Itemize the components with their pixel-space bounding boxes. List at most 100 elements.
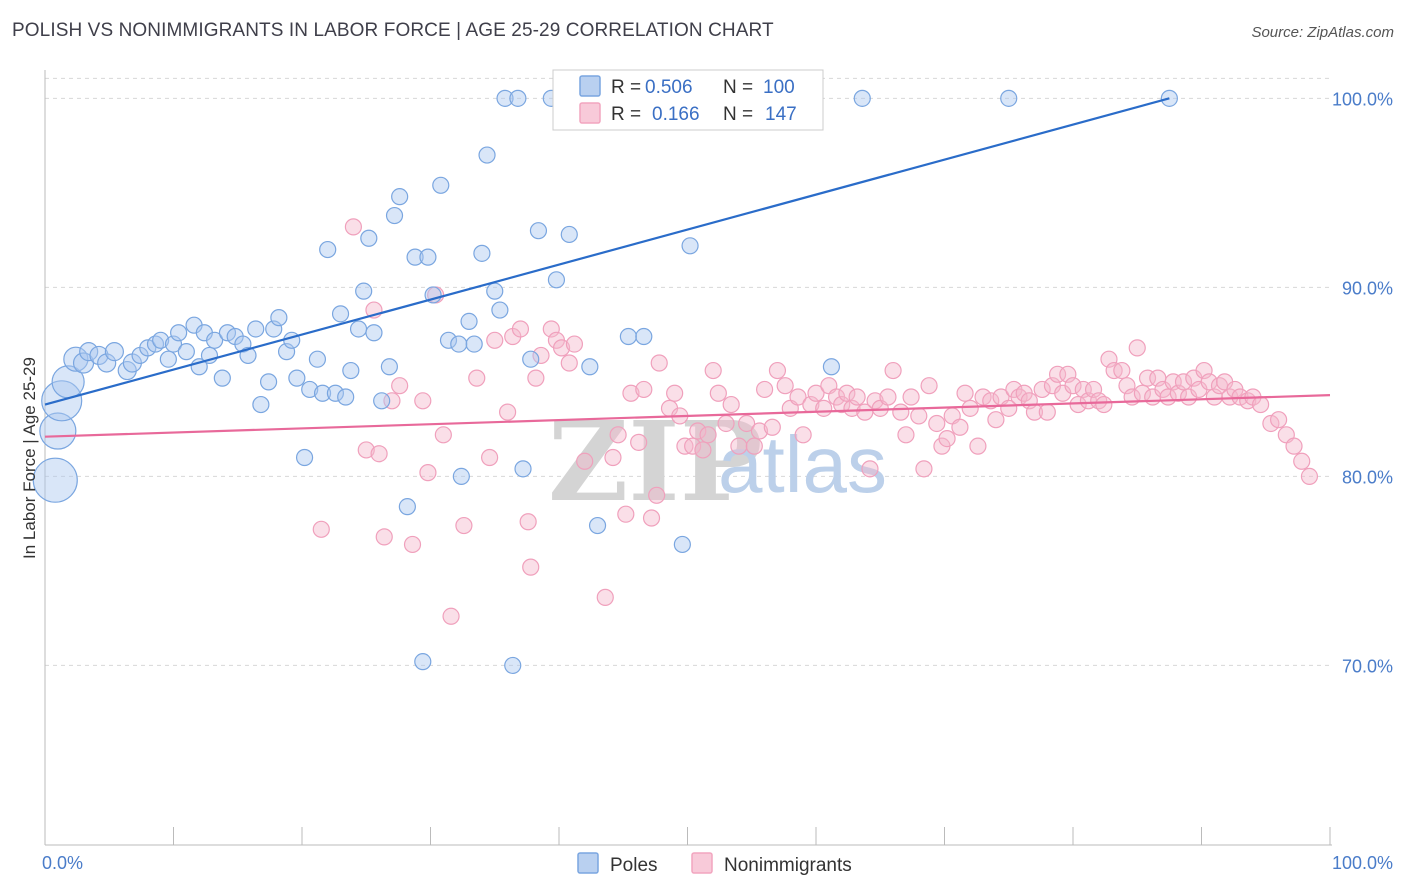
nonimmigrants-point <box>861 460 879 478</box>
nonimmigrants-point <box>442 607 460 625</box>
poles-point <box>681 237 699 255</box>
axes <box>44 70 1332 846</box>
nonimmigrants-point <box>1033 380 1051 399</box>
poles-point <box>514 460 532 478</box>
nonimmigrants-point <box>961 399 979 417</box>
legend-label-poles: Poles <box>610 855 658 876</box>
poles-point <box>419 248 437 266</box>
nonimmigrants-point <box>722 395 740 414</box>
nonimmigrants-point <box>468 369 486 387</box>
nonimmigrants-point <box>622 384 640 402</box>
nonimmigrants-point <box>915 460 933 478</box>
poles-point <box>97 353 117 373</box>
poles-point <box>159 350 177 368</box>
legend-r-value-2: 0.166 <box>652 104 700 125</box>
poles-point <box>152 331 170 349</box>
poles-point <box>391 188 409 206</box>
nonimmigrants-point <box>635 380 653 399</box>
nonimmigrants-point <box>532 346 550 365</box>
poles-point <box>373 392 391 410</box>
chart-title: POLISH VS NONIMMIGRANTS IN LABOR FORCE |… <box>12 20 774 41</box>
poles-point <box>439 331 458 349</box>
poles-point <box>398 498 416 516</box>
poles-point <box>853 89 871 107</box>
nonimmigrants-point <box>776 377 794 395</box>
poles-point <box>509 89 527 107</box>
y-tick-label: 90.0% <box>1342 278 1393 298</box>
nonimmigrants-point <box>1285 437 1303 455</box>
y-tick-labels: 70.0% 80.0% 90.0% 100.0% <box>1332 89 1393 676</box>
poles-point <box>432 176 450 194</box>
nonimmigrants-point <box>709 384 727 402</box>
nonimmigrants-point <box>486 331 504 349</box>
x-tick-label: 100.0% <box>1332 853 1393 873</box>
legend-n-label-1: N = <box>723 77 753 98</box>
poles-trend-line <box>44 97 1170 406</box>
poles-point <box>486 282 504 300</box>
nonimmigrants-point <box>576 452 594 470</box>
poles-point <box>380 358 398 376</box>
nonimmigrants-point <box>414 392 432 410</box>
nonimmigrants-point <box>596 588 614 606</box>
legend-swatch-blue <box>579 75 601 97</box>
poles-point <box>414 653 432 671</box>
y-tick-label: 80.0% <box>1342 467 1393 487</box>
watermark: ZIP atlas <box>548 397 887 526</box>
poles-point <box>288 369 306 387</box>
nonimmigrants-point <box>987 411 1005 429</box>
nonimmigrants-point <box>768 361 787 380</box>
nonimmigrants-point <box>1095 395 1113 414</box>
poles-point <box>283 331 301 349</box>
poles-point <box>496 89 514 107</box>
nonimmigrants-point <box>434 426 452 444</box>
poles-point <box>473 244 491 262</box>
nonimmigrants-point <box>1293 452 1311 470</box>
nonimmigrants-point <box>794 426 812 444</box>
poles-point <box>89 345 109 366</box>
poles-point <box>308 350 327 368</box>
nonimmigrants-point <box>982 392 1000 410</box>
poles-point <box>326 384 345 402</box>
poles-point <box>79 342 99 362</box>
nonimmigrants-point <box>956 384 974 402</box>
nonimmigrants-point <box>642 509 661 527</box>
poles-point <box>547 271 566 289</box>
poles-point <box>331 305 350 323</box>
poles-point <box>247 320 265 338</box>
nonimmigrants-point <box>1269 411 1288 429</box>
nonimmigrants-point <box>560 354 578 372</box>
nonimmigrants-point <box>403 535 422 554</box>
nonimmigrants-point <box>730 437 748 455</box>
nonimmigrants-point <box>699 426 717 444</box>
x-tick-label: 0.0% <box>42 853 83 873</box>
poles-point <box>32 457 78 503</box>
poles-point <box>529 222 548 240</box>
nonimmigrants-point <box>370 445 388 463</box>
nonimmigrants-point <box>1300 467 1319 486</box>
legend-swatch-pink <box>579 102 601 124</box>
nonimmigrants-point <box>689 422 707 440</box>
poles-points <box>32 89 1178 675</box>
nonimmigrants-point <box>738 414 756 433</box>
nonimmigrants-point <box>375 528 393 546</box>
nonimmigrants-trend-line <box>44 394 1331 438</box>
nonimmigrants-point <box>1038 403 1056 421</box>
legend-r-label-1: R = <box>611 77 641 98</box>
nonimmigrants-point <box>1113 361 1131 380</box>
poles-point <box>385 206 404 225</box>
poles-point <box>491 301 509 319</box>
nonimmigrants-point <box>455 516 473 535</box>
legend-n-label-2: N = <box>723 104 753 125</box>
poles-point <box>619 327 637 346</box>
nonimmigrants-point <box>522 558 540 576</box>
poles-point <box>355 282 373 300</box>
nonimmigrants-point <box>357 441 375 459</box>
nonimmigrants-point <box>815 399 833 417</box>
nonimmigrants-point <box>928 414 946 433</box>
poles-point <box>406 248 424 266</box>
x-ticks <box>173 827 1331 845</box>
nonimmigrants-point <box>630 433 648 451</box>
nonimmigrants-point <box>879 388 897 406</box>
poles-point <box>588 516 607 535</box>
poles-point <box>337 388 355 406</box>
